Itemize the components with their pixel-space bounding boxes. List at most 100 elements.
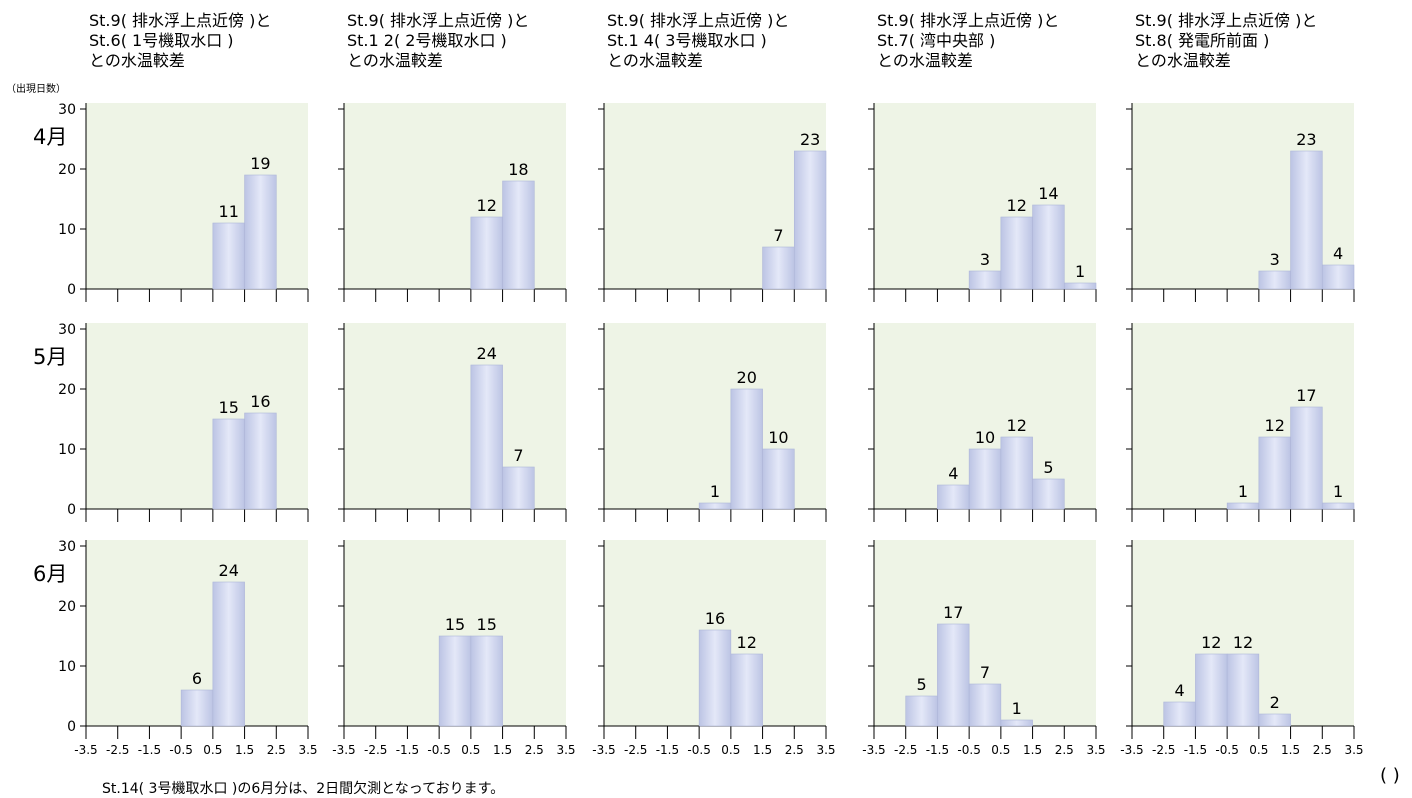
histogram-panel: 0 10 20 30 11 19 (58, 102, 309, 302)
y-tick-label: 30 (58, 102, 76, 118)
histogram-bar (502, 466, 535, 510)
histogram-bar (937, 623, 970, 727)
histogram-panel: 1 20 10 (598, 323, 827, 522)
x-tick-label: 2.5 (525, 743, 544, 757)
histogram-bar (762, 246, 795, 290)
bar-value-label: 3 (1270, 250, 1280, 269)
y-axis-unit-label: （出現日数） (6, 82, 66, 95)
y-tick-label: 10 (58, 442, 76, 458)
x-tick-label: 3.5 (1086, 743, 1105, 757)
histogram-bar (762, 448, 795, 510)
y-tick-label: 0 (67, 282, 76, 298)
bar-value-label: 12 (737, 633, 757, 652)
histogram-bar (968, 270, 1002, 290)
column-title-line: St.9( 排水浮上点近傍 )と (347, 11, 529, 30)
x-tick-label: -0.5 (957, 743, 980, 757)
x-tick-label: -2.5 (106, 743, 129, 757)
histogram-panel: 24 7 (338, 323, 567, 522)
histogram-bar (968, 683, 1002, 727)
x-tick-label: -1.5 (926, 743, 949, 757)
histogram-bar (730, 653, 763, 727)
histogram-bar (1000, 719, 1033, 727)
bar-value-label: 1 (1012, 699, 1022, 718)
bar-value-label: 24 (477, 344, 497, 363)
x-tick-label: -2.5 (364, 743, 387, 757)
x-tick-label: 3.5 (556, 743, 575, 757)
x-tick-label: 3.5 (816, 743, 835, 757)
bar-value-label: 1 (1238, 482, 1248, 501)
histogram-bar (937, 484, 970, 510)
column-title-line: St.9( 排水浮上点近傍 )と (877, 11, 1059, 30)
column-title-line: St.1 2( 2号機取水口 ) (347, 31, 507, 50)
bar-value-label: 5 (916, 675, 926, 694)
histogram-bar (1063, 282, 1097, 290)
histogram-bar (1226, 502, 1260, 510)
histogram-bar (1000, 436, 1033, 510)
bar-value-label: 7 (773, 226, 783, 245)
histogram-bar (1258, 713, 1291, 727)
x-tick-label: 2.5 (1055, 743, 1074, 757)
histogram-bar (1032, 478, 1065, 510)
histogram-bar (1258, 270, 1291, 290)
column-title-line: St.9( 排水浮上点近傍 )と (607, 11, 789, 30)
histogram-panel: 3 23 4 (1126, 103, 1355, 302)
column-title-line: St.1 4( 3号機取水口 ) (607, 31, 767, 50)
month-label: 5月 (33, 345, 67, 369)
y-tick-label: 30 (58, 322, 76, 338)
x-tick-label: -1.5 (138, 743, 161, 757)
histogram-panel: 4 12 12 2 (1126, 540, 1355, 739)
bar-value-label: 7 (513, 446, 523, 465)
month-label: 6月 (33, 562, 67, 586)
x-tick-label: 0.5 (721, 743, 740, 757)
bar-value-label: 12 (1265, 416, 1285, 435)
x-tick-label: -2.5 (624, 743, 647, 757)
column-title-line: との水温較差 (607, 51, 703, 70)
histogram-bar (1000, 216, 1033, 290)
bar-value-label: 7 (980, 663, 990, 682)
y-tick-label: 20 (58, 382, 76, 398)
bar-value-label: 11 (219, 202, 239, 221)
bar-value-label: 15 (477, 615, 497, 634)
histogram-bar (1258, 436, 1291, 510)
bar-value-label: 16 (705, 609, 725, 628)
bar-value-label: 4 (1174, 681, 1184, 700)
bar-value-label: 23 (1296, 130, 1316, 149)
x-tick-label: -2.5 (1152, 743, 1175, 757)
histogram-bar (1290, 150, 1323, 290)
bar-value-label: 3 (980, 250, 990, 269)
bar-value-label: 24 (219, 561, 239, 580)
page-mark: ( ) (1380, 765, 1400, 786)
y-tick-label: 0 (67, 502, 76, 518)
bar-value-label: 17 (1296, 386, 1316, 405)
x-tick-label: -0.5 (169, 743, 192, 757)
x-tick-label: -0.5 (427, 743, 450, 757)
histogram-bar (212, 222, 245, 290)
column-title-line: St.9( 排水浮上点近傍 )と (89, 11, 271, 30)
histogram-panel: 0 10 20 30 6 24 (58, 539, 309, 739)
bar-value-label: 4 (1333, 244, 1343, 263)
histogram-bar (905, 695, 938, 727)
bar-value-label: 18 (508, 160, 528, 179)
histogram-bar (698, 502, 732, 510)
histogram-bar (470, 216, 503, 290)
histogram-bar (244, 412, 277, 510)
histogram-panel: 7 23 (598, 103, 827, 302)
histogram-bar (502, 180, 535, 290)
column-title-line: St.8( 発電所前面 ) (1135, 31, 1269, 50)
y-tick-label: 10 (58, 659, 76, 675)
histogram-panel: 4 10 12 5 (868, 323, 1097, 522)
x-tick-label: -3.5 (862, 743, 885, 757)
histogram-panel: 15 15 (338, 540, 567, 739)
histogram-bar (212, 581, 245, 727)
bar-value-label: 23 (800, 130, 820, 149)
column-title-line: St.9( 排水浮上点近傍 )と (1135, 11, 1317, 30)
column-title-line: との水温較差 (347, 51, 443, 70)
x-tick-label: 2.5 (785, 743, 804, 757)
bar-value-label: 10 (768, 428, 788, 447)
x-tick-label: -3.5 (74, 743, 97, 757)
bar-value-label: 1 (1333, 482, 1343, 501)
histogram-bar (244, 174, 277, 290)
x-tick-label: 1.5 (493, 743, 512, 757)
y-tick-label: 20 (58, 599, 76, 615)
